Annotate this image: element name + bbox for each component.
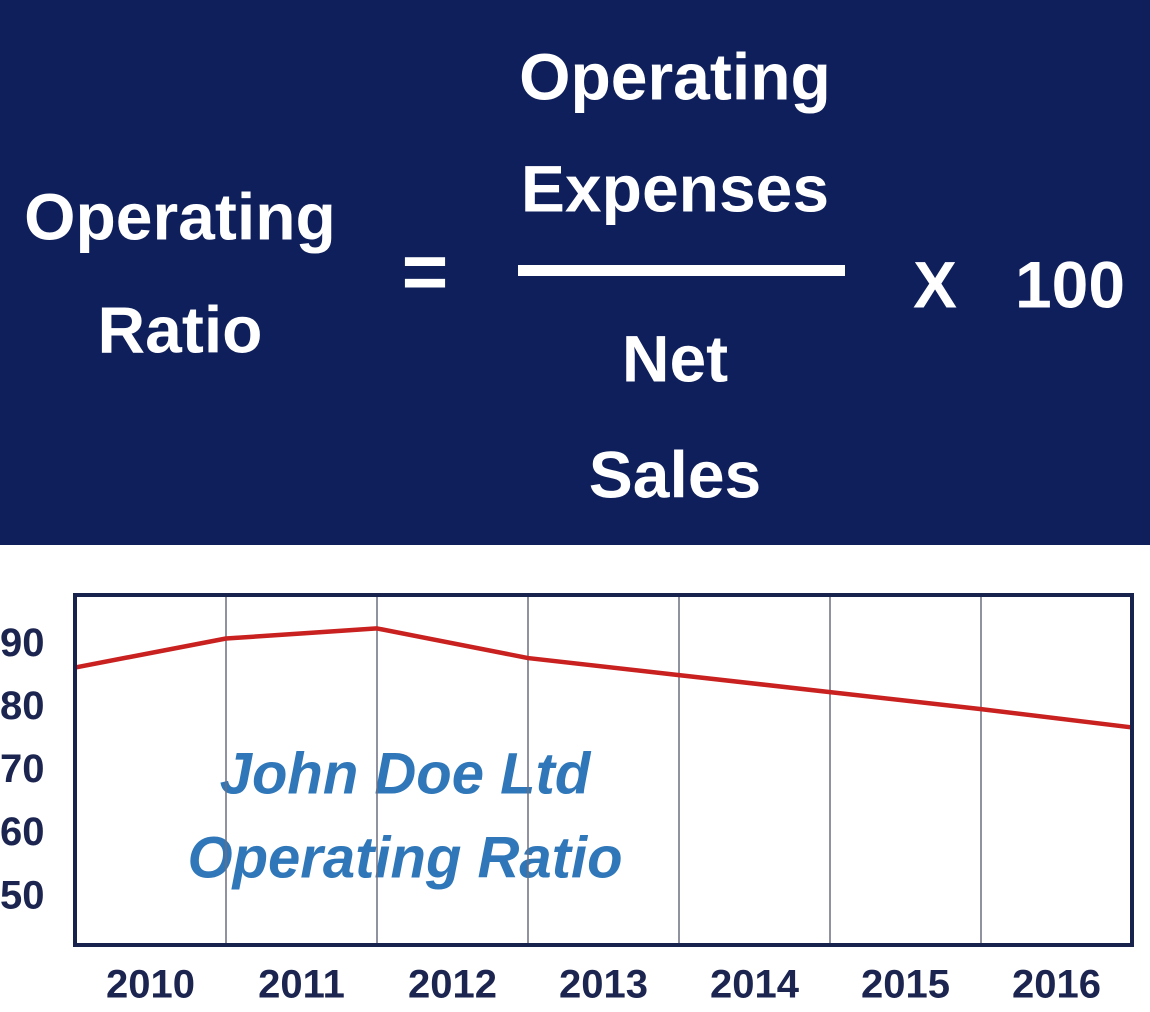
x-tick-label: 2014 <box>710 963 800 1007</box>
y-tick-label: 60 <box>0 810 45 854</box>
formula-left: Operating <box>24 179 336 253</box>
formula-equals: = <box>402 227 449 316</box>
formula-denominator: Net <box>622 321 728 395</box>
formula-numerator: Operating <box>519 39 831 113</box>
y-tick-label: 50 <box>0 873 45 917</box>
formula-left: Ratio <box>98 292 263 366</box>
formula-numerator: Expenses <box>521 151 829 225</box>
x-tick-label: 2016 <box>1012 963 1101 1007</box>
x-tick-label: 2010 <box>106 963 195 1007</box>
formula-denominator: Sales <box>589 437 761 511</box>
x-tick-label: 2013 <box>559 963 648 1007</box>
formula-factor: 100 <box>1015 247 1125 321</box>
x-tick-label: 2012 <box>408 963 497 1007</box>
x-tick-label: 2015 <box>861 963 950 1007</box>
annotation: Operating Ratio <box>187 825 622 890</box>
fraction-bar <box>518 265 845 276</box>
x-tick-label: 2011 <box>258 963 345 1007</box>
y-tick-label: 80 <box>0 684 45 728</box>
y-tick-label: 90 <box>0 621 45 665</box>
line-series <box>74 626 1133 730</box>
plot-frame <box>73 593 1134 947</box>
formula-multiply: X <box>913 247 957 321</box>
y-tick-label: 70 <box>0 747 45 791</box>
annotation: John Doe Ltd <box>220 741 592 806</box>
